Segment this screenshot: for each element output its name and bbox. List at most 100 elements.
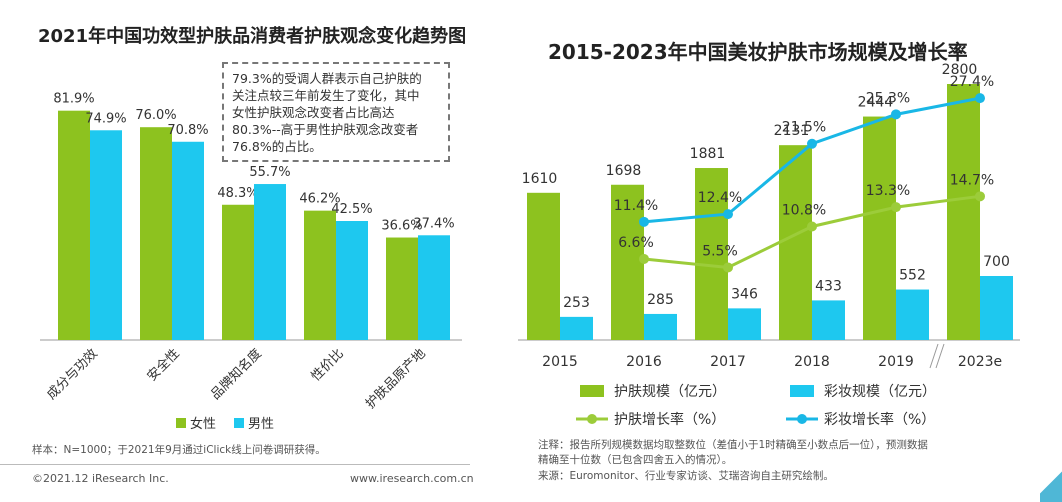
growth-label: 10.8% <box>782 202 826 218</box>
growth-label: 21.5% <box>782 120 826 136</box>
growth-label: 12.4% <box>698 190 742 206</box>
growth-label: 6.6% <box>618 235 654 251</box>
legend-makeup-growth-label: 彩妆增长率（%） <box>824 411 935 428</box>
growth-label: 27.4% <box>950 74 994 90</box>
data-label: 81.9% <box>53 92 94 107</box>
legend-swatch-female <box>176 418 186 428</box>
callout-line: 79.3%的受调人群表示自己护肤的 <box>232 71 422 86</box>
data-label: 37.4% <box>413 216 454 231</box>
category-tick-label: 护肤品原产地 <box>363 346 429 412</box>
growth-point <box>639 253 649 264</box>
bar-female <box>222 204 254 340</box>
bar-skincare <box>695 168 728 340</box>
bar-makeup <box>812 300 845 340</box>
year-tick-label: 2023e <box>958 354 1002 370</box>
bar-male <box>254 184 286 340</box>
bar-male <box>418 235 450 340</box>
callout-line: 关注点较三年前发生了变化，其中 <box>232 88 420 103</box>
data-label: 2800 <box>942 62 978 78</box>
growth-point <box>975 191 985 202</box>
bar-makeup <box>980 276 1013 340</box>
category-tick-label: 成分与功效 <box>44 346 101 403</box>
legend-skincare-growth-label: 护肤增长率（%） <box>614 411 725 428</box>
bar-makeup <box>896 289 929 340</box>
bar-skincare <box>527 192 560 340</box>
bar-female <box>140 127 172 340</box>
legend-makeup-growth-marker <box>797 414 807 424</box>
callout-line: 80.3%--高于男性护肤观念改变者 <box>232 122 419 137</box>
data-label: 2131 <box>774 123 810 139</box>
bar-skincare <box>779 145 812 340</box>
callout-box: 79.3%的受调人群表示自己护肤的 关注点较三年前发生了变化，其中 女性护肤观念… <box>222 62 450 162</box>
data-label: 1881 <box>690 146 726 162</box>
bar-makeup <box>644 313 677 340</box>
data-label: 48.3% <box>217 186 258 201</box>
bar-makeup <box>728 308 761 340</box>
corner-decoration <box>1040 468 1062 502</box>
axis-break-mark <box>935 343 945 369</box>
website-link[interactable]: www.iresearch.com.cn <box>350 472 474 485</box>
legend-label-male: 男性 <box>248 417 274 432</box>
data-label: 433 <box>815 278 842 294</box>
category-tick-label: 安全性 <box>144 346 183 385</box>
bar-male <box>336 221 368 340</box>
bar-male <box>172 141 204 340</box>
legend-skincare-size-swatch <box>580 385 604 397</box>
year-tick-label: 2015 <box>542 354 578 370</box>
data-label: 1698 <box>606 163 642 179</box>
year-tick-label: 2018 <box>794 354 830 370</box>
data-label: 346 <box>731 286 758 302</box>
year-tick-label: 2016 <box>626 354 662 370</box>
bar-makeup <box>560 316 593 340</box>
growth-label: 13.3% <box>866 183 910 199</box>
footer-divider <box>0 464 470 465</box>
data-label: 74.9% <box>85 111 126 126</box>
data-label: 46.2% <box>299 192 340 207</box>
data-label: 2444 <box>858 95 894 111</box>
axis-break-mark <box>929 343 939 369</box>
growth-point <box>723 262 733 273</box>
data-label: 70.8% <box>167 123 208 138</box>
data-label: 1610 <box>522 171 558 187</box>
bar-skincare <box>611 184 644 340</box>
legend-label-female: 女性 <box>190 416 216 432</box>
legend-skincare-growth-marker <box>587 414 597 424</box>
growth-label: 5.5% <box>702 243 738 259</box>
source-note: 来源：Euromonitor、行业专家访谈、艾瑞咨询自主研究绘制。 <box>538 470 834 482</box>
legend-makeup-size-swatch <box>790 385 814 397</box>
bar-female <box>304 210 336 340</box>
copyright: ©2021.12 iResearch Inc. <box>32 472 169 485</box>
growth-label: 11.4% <box>614 198 658 214</box>
growth-point <box>891 202 901 213</box>
legend-makeup-size-label: 彩妆规模（亿元） <box>824 384 936 400</box>
data-label: 552 <box>899 268 926 284</box>
growth-point <box>639 216 649 227</box>
data-label: 253 <box>563 295 590 311</box>
bar-skincare <box>863 116 896 340</box>
data-label: 700 <box>983 254 1010 270</box>
sample-note: 样本：N=1000；于2021年9月通过iClick线上问卷调研获得。 <box>32 444 326 456</box>
data-label: 36.6% <box>381 219 422 234</box>
note-line: 注释：报告所列规模数据均取整数位（差值小于1时精确至小数点后一位），预测数据 <box>538 439 928 451</box>
legend-skincare-size-label: 护肤规模（亿元） <box>614 384 726 400</box>
growth-point <box>807 138 817 149</box>
bar-male <box>90 130 122 340</box>
data-label: 76.0% <box>135 108 176 123</box>
data-label: 285 <box>647 292 674 308</box>
category-tick-label: 性价比 <box>309 346 347 384</box>
right-chart-title: 2015-2023年中国美妆护肤市场规模及增长率 <box>548 40 968 64</box>
growth-label: 25.3% <box>866 90 910 106</box>
data-label: 42.5% <box>331 202 372 217</box>
growth-point <box>723 209 733 220</box>
year-tick-label: 2019 <box>878 354 914 370</box>
data-label: 55.7% <box>249 165 290 180</box>
growth-point <box>891 109 901 120</box>
growth-point <box>975 93 985 104</box>
callout-line: 女性护肤观念改变者占比高达 <box>232 105 395 120</box>
bar-female <box>386 237 418 340</box>
year-tick-label: 2017 <box>710 354 746 370</box>
growth-point <box>807 221 817 232</box>
bar-skincare <box>947 84 980 340</box>
note-line: 精确至十位数（已包含四舍五入的情况）。 <box>538 454 733 466</box>
